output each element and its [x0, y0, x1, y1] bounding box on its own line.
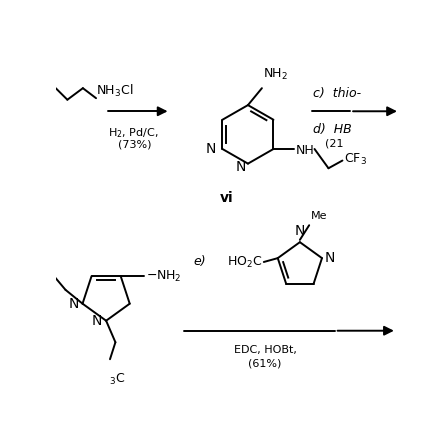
Text: $_3$C: $_3$C	[109, 372, 125, 387]
Text: e): e)	[194, 255, 206, 268]
Text: NH$_2$: NH$_2$	[264, 67, 289, 82]
Text: N: N	[235, 161, 246, 174]
Text: Me: Me	[311, 211, 327, 221]
Text: NH: NH	[296, 144, 315, 157]
Text: N: N	[68, 297, 78, 311]
Text: NH$_3$Cl: NH$_3$Cl	[96, 83, 133, 99]
Text: (73%): (73%)	[118, 140, 151, 150]
Text: EDC, HOBt,: EDC, HOBt,	[234, 345, 297, 355]
Text: CF$_3$: CF$_3$	[344, 152, 367, 167]
Text: (61%): (61%)	[248, 359, 282, 368]
Text: (21: (21	[326, 138, 344, 148]
Text: N: N	[206, 142, 216, 156]
Text: d)  HB: d) HB	[313, 123, 352, 136]
Text: H$_2$, Pd/C,: H$_2$, Pd/C,	[108, 127, 159, 140]
Text: HO$_2$C: HO$_2$C	[227, 255, 262, 270]
Text: vi: vi	[219, 190, 233, 205]
Text: N: N	[295, 224, 305, 238]
Text: N: N	[324, 251, 334, 265]
Text: N: N	[92, 314, 102, 328]
Text: c)  thio-: c) thio-	[313, 87, 361, 100]
Text: $-$NH$_2$: $-$NH$_2$	[145, 268, 181, 284]
